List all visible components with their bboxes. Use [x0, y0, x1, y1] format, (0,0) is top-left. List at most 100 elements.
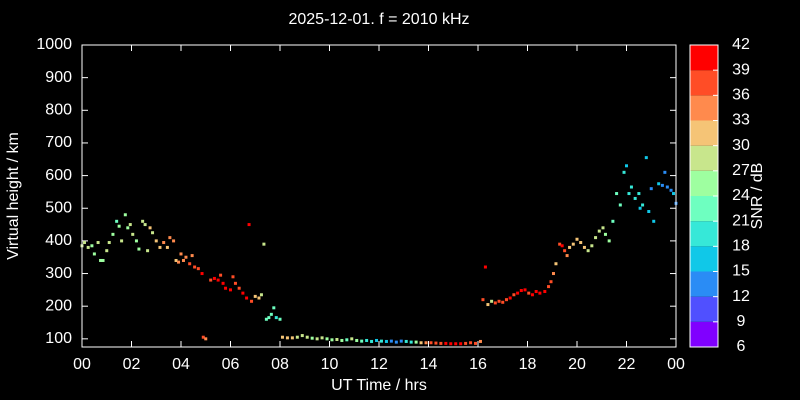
- point: [262, 242, 266, 246]
- point: [672, 192, 676, 196]
- point: [365, 338, 369, 342]
- y-tick-label: 400: [45, 232, 72, 249]
- point: [209, 278, 213, 282]
- point: [274, 316, 278, 320]
- point: [534, 289, 538, 293]
- point: [335, 337, 339, 341]
- point: [590, 244, 594, 248]
- point: [582, 245, 586, 249]
- point: [99, 258, 103, 262]
- point: [483, 265, 487, 269]
- point: [618, 203, 622, 207]
- point: [527, 291, 531, 295]
- point: [554, 262, 558, 266]
- point: [625, 164, 628, 168]
- point: [563, 249, 567, 253]
- point: [181, 258, 185, 262]
- colorbar-tick-label: 9: [737, 313, 746, 330]
- point: [216, 278, 220, 282]
- point: [269, 312, 273, 316]
- point: [558, 242, 562, 246]
- point: [519, 289, 523, 293]
- point: [543, 289, 547, 293]
- y-tick-label: 1000: [36, 36, 72, 53]
- point: [384, 339, 388, 343]
- y-tick-label: 100: [45, 330, 72, 347]
- point: [665, 185, 669, 189]
- point: [137, 247, 141, 251]
- point: [641, 203, 645, 207]
- point: [310, 336, 314, 340]
- point: [128, 223, 132, 227]
- point: [259, 293, 263, 297]
- point: [586, 249, 590, 253]
- colorbar-label: SNR / dB: [749, 163, 766, 230]
- colorbar-band: [690, 296, 718, 322]
- point: [340, 338, 344, 342]
- x-tick-label: 04: [172, 356, 190, 373]
- point: [90, 244, 94, 248]
- point: [497, 299, 501, 303]
- colorbar-band: [690, 196, 718, 222]
- x-tick-label: 08: [271, 356, 289, 373]
- point: [644, 156, 648, 160]
- point: [549, 280, 553, 284]
- point: [264, 317, 268, 321]
- point: [233, 281, 237, 285]
- point: [504, 298, 508, 302]
- colorbar-tick-label: 12: [732, 288, 750, 305]
- point: [295, 335, 299, 339]
- point: [188, 262, 192, 266]
- colorbar-tick-label: 33: [732, 112, 750, 129]
- point: [190, 254, 194, 258]
- point: [469, 341, 473, 345]
- point: [257, 296, 261, 300]
- point: [115, 219, 119, 223]
- point: [131, 232, 135, 236]
- point: [241, 291, 245, 295]
- point: [637, 192, 641, 196]
- point: [419, 341, 423, 345]
- point: [523, 288, 527, 292]
- colorbar-tick-label: 24: [732, 187, 750, 204]
- point: [200, 272, 204, 276]
- colorbar-tick-label: 36: [732, 87, 750, 104]
- point: [571, 242, 575, 246]
- colorbar-band: [690, 145, 718, 171]
- point: [247, 223, 251, 227]
- point: [184, 255, 188, 259]
- point: [444, 341, 448, 345]
- point: [82, 241, 86, 245]
- y-axis-label: Virtual height / km: [5, 132, 22, 260]
- point: [429, 341, 433, 345]
- colorbar-tick-label: 18: [732, 238, 750, 255]
- colorbar-band: [690, 120, 718, 146]
- point: [148, 226, 152, 230]
- colorbar-band: [690, 321, 718, 347]
- y-tick-label: 300: [45, 265, 72, 282]
- point: [657, 182, 661, 186]
- point: [231, 275, 235, 279]
- point: [179, 252, 183, 256]
- point: [330, 338, 334, 342]
- point: [474, 341, 478, 345]
- point: [278, 317, 282, 321]
- point: [146, 249, 150, 253]
- point: [229, 288, 232, 292]
- point: [490, 299, 494, 303]
- point: [414, 340, 418, 344]
- point: [375, 338, 379, 342]
- point: [360, 339, 364, 343]
- point: [424, 341, 428, 345]
- point: [633, 196, 637, 200]
- point: [597, 229, 601, 233]
- point: [459, 342, 463, 346]
- colorbar-band: [690, 246, 718, 272]
- point: [126, 226, 130, 230]
- point: [669, 188, 673, 192]
- point: [141, 219, 145, 223]
- colorbar-band: [690, 70, 718, 96]
- y-tick-label: 600: [45, 167, 72, 184]
- point: [622, 170, 626, 174]
- x-tick-label: 12: [370, 356, 388, 373]
